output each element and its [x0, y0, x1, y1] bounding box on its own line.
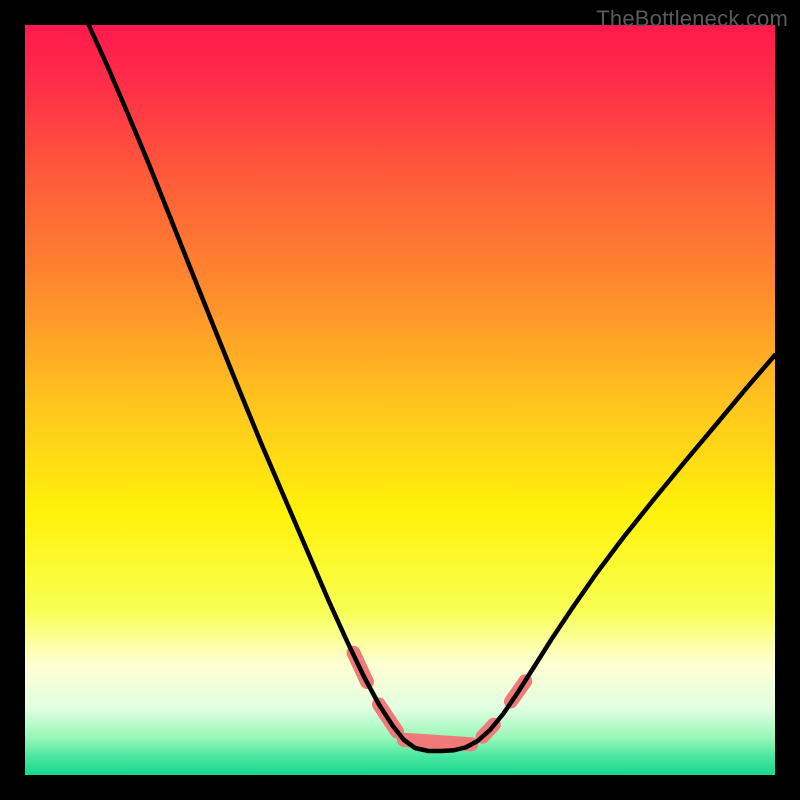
chart-stage: TheBottleneck.com [0, 0, 800, 800]
watermark-text: TheBottleneck.com [596, 6, 788, 32]
plot-svg [25, 25, 775, 775]
plot-area [25, 25, 775, 775]
